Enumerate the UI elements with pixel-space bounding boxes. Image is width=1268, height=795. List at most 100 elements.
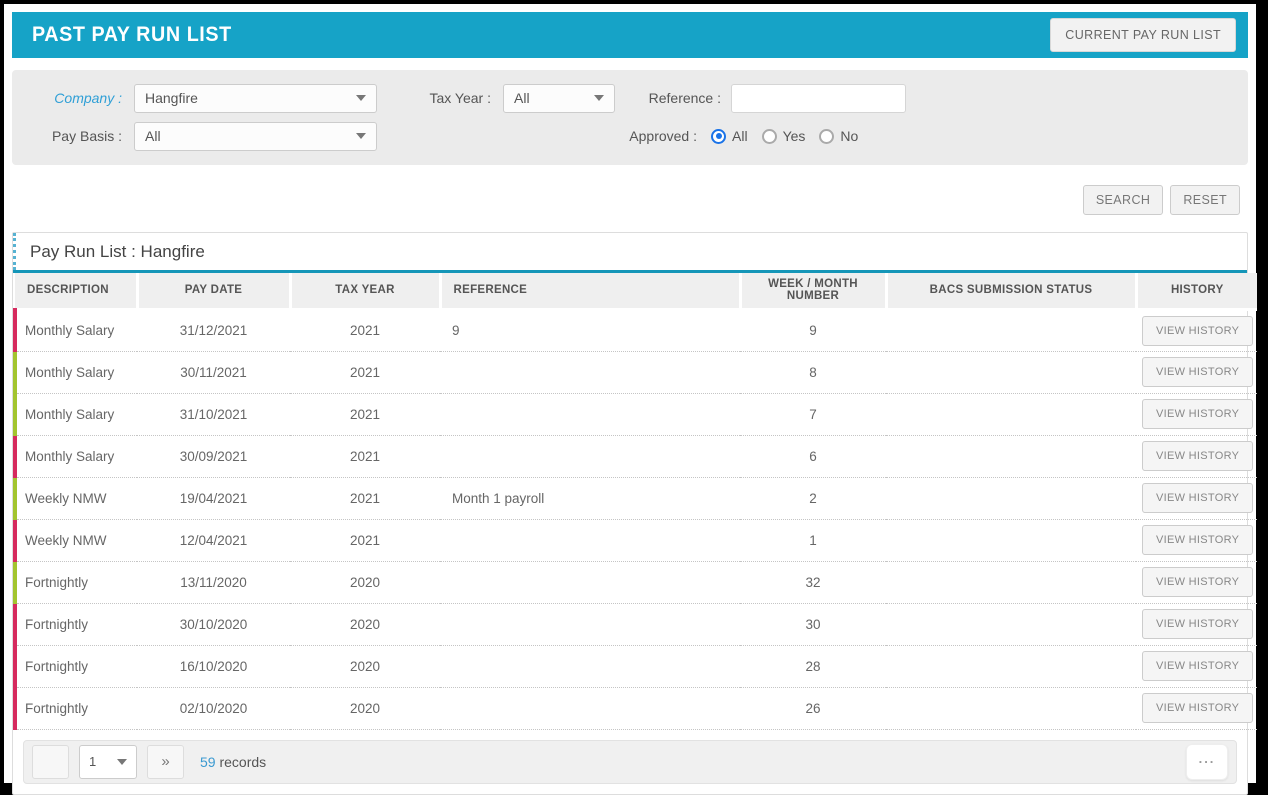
pagination-bar: 1 » 59 records ... (23, 739, 1237, 784)
week-month-number-cell: 1 (740, 519, 886, 562)
view-history-button[interactable]: VIEW HISTORY (1142, 483, 1254, 513)
reset-button[interactable]: RESET (1170, 185, 1240, 215)
radio-unselected-icon (761, 128, 777, 144)
approved-label: Approved : (629, 128, 697, 144)
chevron-down-icon (117, 758, 127, 765)
description-cell: Fortnightly (13, 603, 137, 646)
history-cell: VIEW HISTORY (1136, 309, 1257, 352)
table-row: Monthly Salary 31/10/2021 2021 7 VIEW HI… (13, 393, 1257, 436)
bacs-submission-status-cell (886, 687, 1136, 730)
filter-panel: Company : Hangfire Tax Year : All Refere… (12, 70, 1248, 165)
pay-date-cell: 31/12/2021 (137, 309, 290, 352)
bacs-submission-status-cell (886, 351, 1136, 394)
table-row: Fortnightly 30/10/2020 2020 30 VIEW HIST… (13, 603, 1257, 646)
company-select[interactable]: Hangfire (134, 83, 377, 113)
reference-cell (440, 393, 740, 436)
view-history-button[interactable]: VIEW HISTORY (1142, 399, 1254, 429)
view-history-button[interactable]: VIEW HISTORY (1142, 567, 1254, 597)
chevron-down-icon (356, 133, 366, 139)
approved-radio-no[interactable]: No (819, 128, 858, 144)
history-cell: VIEW HISTORY (1136, 645, 1257, 688)
pay-date-cell: 12/04/2021 (137, 519, 290, 562)
reference-cell (440, 351, 740, 394)
table-row: Monthly Salary 30/09/2021 2021 6 VIEW HI… (13, 435, 1257, 478)
ellipsis-icon: ... (1198, 751, 1216, 766)
current-pay-run-list-button[interactable]: CURRENT PAY RUN LIST (1050, 18, 1236, 52)
history-cell: VIEW HISTORY (1136, 393, 1257, 436)
bacs-submission-status-cell (886, 309, 1136, 352)
page-title: PAST PAY RUN LIST (32, 23, 232, 46)
week-month-number-cell: 8 (740, 351, 886, 394)
description-cell: Monthly Salary (13, 309, 137, 352)
description-cell: Fortnightly (13, 561, 137, 604)
view-history-button[interactable]: VIEW HISTORY (1142, 693, 1254, 723)
approved-radio-yes[interactable]: Yes (761, 128, 806, 144)
description-cell: Monthly Salary (13, 435, 137, 478)
more-options-button[interactable]: ... (1186, 743, 1228, 780)
reference-cell: 9 (440, 309, 740, 352)
view-history-button[interactable]: VIEW HISTORY (1142, 525, 1254, 555)
history-cell: VIEW HISTORY (1136, 477, 1257, 520)
tax-year-cell: 2020 (290, 645, 440, 688)
next-page-button[interactable]: » (147, 744, 184, 779)
table-row: Fortnightly 02/10/2020 2020 26 VIEW HIST… (13, 687, 1257, 730)
history-cell: VIEW HISTORY (1136, 561, 1257, 604)
col-reference: REFERENCE (440, 273, 742, 311)
week-month-number-cell: 7 (740, 393, 886, 436)
week-month-number-cell: 30 (740, 603, 886, 646)
panel-title: Pay Run List : Hangfire (13, 233, 1247, 270)
history-cell: VIEW HISTORY (1136, 351, 1257, 394)
description-cell: Fortnightly (13, 645, 137, 688)
reference-cell (440, 561, 740, 604)
view-history-button[interactable]: VIEW HISTORY (1142, 357, 1254, 387)
bacs-submission-status-cell (886, 645, 1136, 688)
pay-run-table-body: Monthly Salary 31/12/2021 2021 9 9 VIEW … (13, 309, 1257, 730)
tax-year-label: Tax Year : (429, 90, 492, 106)
col-week-month-number: WEEK / MONTH NUMBER (740, 273, 888, 311)
week-month-number-cell: 26 (740, 687, 886, 730)
history-cell: VIEW HISTORY (1136, 435, 1257, 478)
reference-label: Reference : (648, 90, 721, 106)
pay-basis-select[interactable]: All (134, 121, 377, 151)
reference-cell (440, 645, 740, 688)
search-button[interactable]: SEARCH (1082, 185, 1164, 215)
page-select-value: 1 (89, 754, 97, 769)
week-month-number-cell: 2 (740, 477, 886, 520)
view-history-button[interactable]: VIEW HISTORY (1142, 651, 1254, 681)
tax-year-cell: 2021 (290, 393, 440, 436)
page-select[interactable]: 1 (79, 744, 137, 779)
view-history-button[interactable]: VIEW HISTORY (1142, 441, 1254, 471)
radio-label-yes: Yes (782, 128, 806, 144)
bacs-submission-status-cell (886, 603, 1136, 646)
reference-input[interactable] (731, 83, 906, 113)
col-history: HISTORY (1136, 273, 1257, 311)
bacs-submission-status-cell (886, 561, 1136, 604)
radio-unselected-icon (819, 128, 835, 144)
pay-date-cell: 02/10/2020 (137, 687, 290, 730)
filter-row-1: Company : Hangfire Tax Year : All Refere… (30, 83, 1230, 113)
pay-basis-select-value: All (145, 128, 161, 144)
approved-radio-all[interactable]: All (711, 128, 748, 144)
bacs-submission-status-cell (886, 519, 1136, 562)
description-cell: Monthly Salary (13, 351, 137, 394)
history-cell: VIEW HISTORY (1136, 519, 1257, 562)
view-history-button[interactable]: VIEW HISTORY (1142, 315, 1254, 346)
records-count: 59 records (200, 754, 266, 770)
pay-date-cell: 30/11/2021 (137, 351, 290, 394)
col-description: DESCRIPTION (15, 273, 139, 311)
previous-page-button[interactable] (32, 744, 69, 779)
table-header-row: DESCRIPTION PAY DATE TAX YEAR REFERENCE … (15, 273, 1257, 311)
description-cell: Weekly NMW (13, 519, 137, 562)
company-select-value: Hangfire (145, 90, 198, 106)
tax-year-select[interactable]: All (503, 83, 615, 113)
radio-label-no: No (840, 128, 859, 144)
view-history-button[interactable]: VIEW HISTORY (1142, 609, 1254, 639)
records-label: records (215, 753, 267, 770)
filter-row-2: Pay Basis : All Approved : All Yes No (30, 121, 1230, 151)
double-chevron-right-icon: » (161, 753, 170, 770)
bacs-submission-status-cell (886, 435, 1136, 478)
reference-cell (440, 435, 740, 478)
tax-year-cell: 2021 (290, 309, 440, 352)
pay-date-cell: 13/11/2020 (137, 561, 290, 604)
col-tax-year: TAX YEAR (290, 273, 442, 311)
